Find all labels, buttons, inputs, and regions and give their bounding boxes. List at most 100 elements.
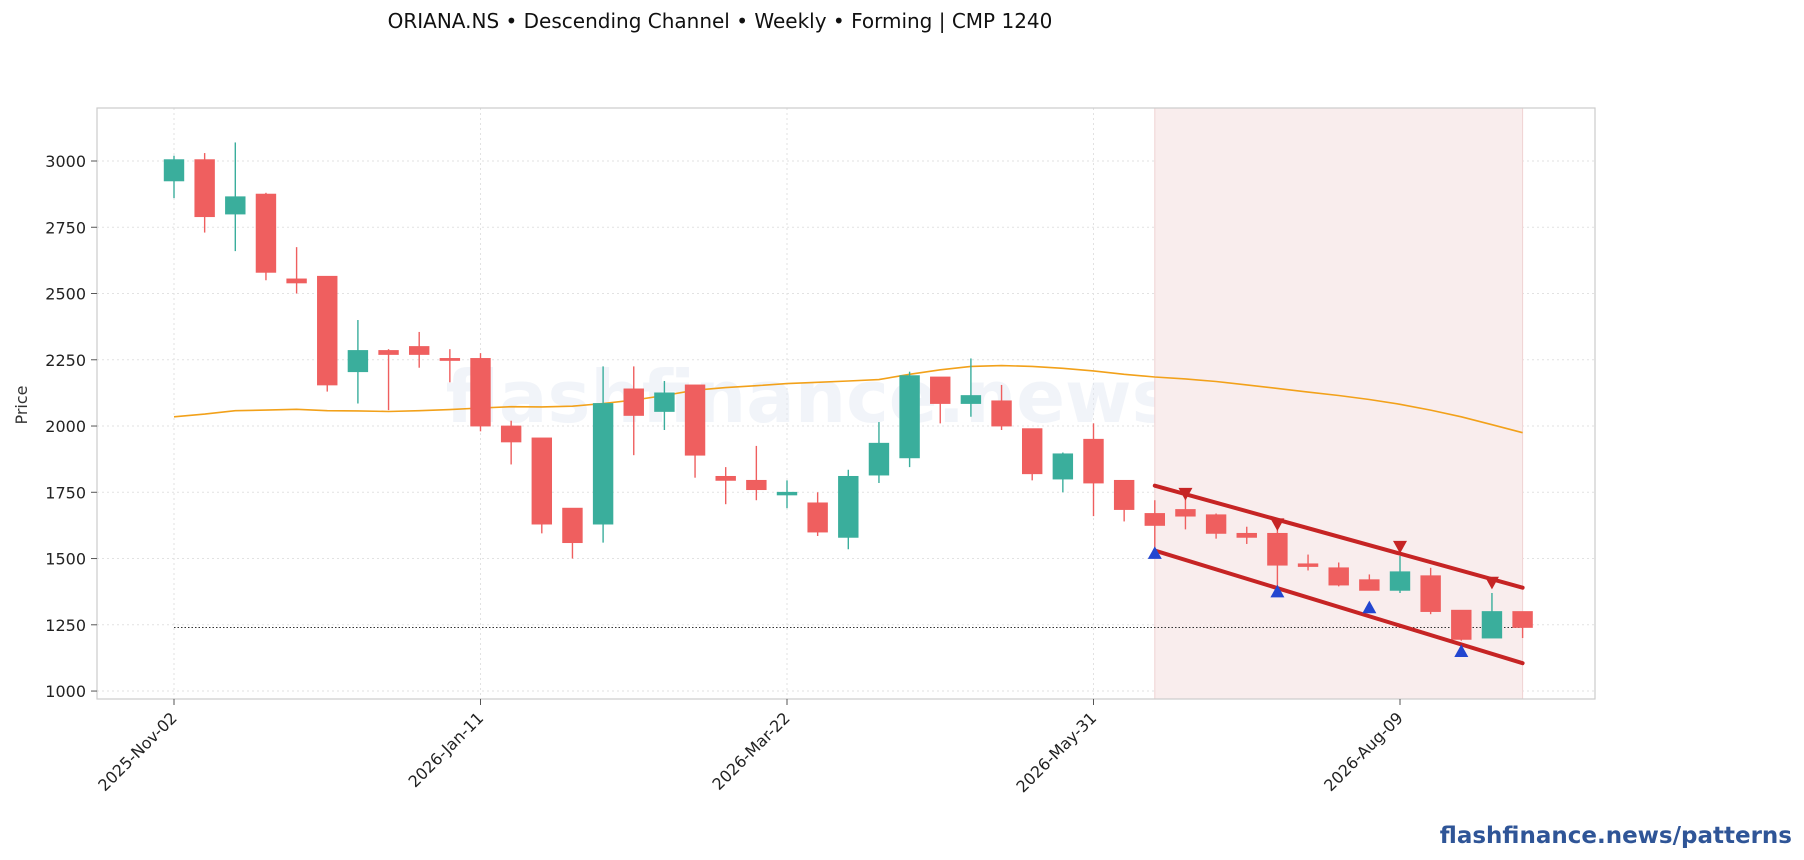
candle-down [500, 420, 522, 465]
candle-body [776, 491, 798, 496]
candle-body [960, 395, 982, 404]
pivot-markers-layer [1147, 487, 1499, 657]
candle-down [1328, 562, 1349, 587]
candle-down [1359, 574, 1380, 591]
candle-body [930, 376, 951, 404]
candle-down [1083, 423, 1104, 517]
candle-down [470, 353, 491, 432]
candle-body [868, 442, 890, 476]
pivot-high-marker [1270, 518, 1285, 532]
candle-body [654, 392, 675, 412]
candle-down [1297, 554, 1319, 571]
candle-up [776, 480, 798, 509]
candle-up [1052, 452, 1074, 493]
candle-down [286, 247, 307, 294]
candle-down [531, 437, 553, 534]
candle-up [899, 371, 920, 468]
candle-body [1297, 563, 1319, 567]
candle-body [1144, 513, 1166, 526]
candle-down [1113, 479, 1135, 522]
candle-body [470, 358, 491, 427]
candle-body [1359, 579, 1380, 591]
candle-body [255, 193, 277, 273]
candle-up [347, 320, 369, 404]
pivot-low-marker [1362, 600, 1377, 614]
candle-body [347, 350, 369, 373]
y-tick-label: 2000 [45, 417, 86, 436]
candle-body [1113, 479, 1135, 510]
candle-up [960, 358, 982, 417]
candle-down [1267, 526, 1288, 591]
candle-body [1451, 609, 1472, 640]
candle-body [562, 507, 583, 544]
candle-body [684, 384, 706, 456]
candle-up [1389, 555, 1411, 593]
candle-down [562, 507, 583, 559]
x-tick-label: 2025-Nov-02 [94, 708, 181, 795]
candle-body [1052, 453, 1074, 480]
y-tick-label: 2500 [45, 285, 86, 304]
candle-up [163, 155, 185, 199]
candle-body [286, 278, 307, 284]
candle-down [1205, 513, 1227, 539]
candle-up [838, 469, 859, 550]
x-tick-label: 2026-May-31 [1012, 708, 1100, 796]
candle-body [1205, 514, 1227, 534]
candle-up [654, 380, 675, 431]
channel-upper-line [1152, 483, 1525, 590]
footer-link[interactable]: flashfinance.news/patterns [1440, 823, 1792, 849]
chart-title: ORIANA.NS • Descending Channel • Weekly … [388, 9, 1053, 33]
pattern-highlight-layer [1154, 108, 1524, 699]
candle-down [378, 349, 399, 411]
candle-down [255, 192, 277, 281]
candle-body [1512, 611, 1533, 628]
candle-down [1420, 567, 1441, 615]
candle-down [746, 445, 767, 501]
y-tick-label: 2750 [45, 218, 86, 237]
pivot-low-marker [1454, 644, 1469, 657]
candle-down [684, 384, 706, 478]
candle-up [1481, 592, 1503, 639]
candle-down [1021, 428, 1043, 481]
candle-body [439, 358, 461, 361]
x-tick-label: 2026-Mar-22 [708, 708, 793, 793]
candle-body [1328, 567, 1349, 586]
candle-body [408, 346, 430, 355]
moving-average-line [173, 364, 1523, 434]
candle-body [623, 388, 644, 416]
candle-body [531, 437, 553, 525]
pivot-high-marker [1484, 576, 1499, 590]
candle-up [225, 142, 246, 252]
candle-down [408, 331, 430, 368]
candle-down [194, 153, 215, 233]
candle-body [807, 502, 828, 533]
y-tick-label: 1500 [45, 550, 86, 569]
candles-layer [163, 142, 1533, 641]
candle-body [1481, 611, 1503, 639]
candle-body [1021, 428, 1043, 475]
candle-body [163, 159, 185, 182]
candle-down [807, 492, 828, 537]
watermark: flashfinance.news [446, 355, 1175, 439]
x-tick-label: 2026-Jan-11 [404, 708, 487, 791]
candle-down [317, 275, 338, 392]
candle-body [746, 479, 767, 491]
candle-body [378, 350, 399, 355]
moving-average-layer [173, 364, 1523, 434]
candle-body [592, 403, 614, 525]
y-tick-label: 2250 [45, 351, 86, 370]
pivot-high-marker [1393, 540, 1407, 554]
y-tick-label: 1750 [45, 483, 86, 502]
y-axis-label: Price [12, 385, 31, 424]
candle-body [1083, 438, 1104, 484]
plot-frame [96, 107, 1596, 700]
candle-body [317, 275, 338, 386]
candle-down [991, 384, 1012, 431]
candle-body [899, 375, 920, 459]
candle-down [1451, 609, 1472, 641]
candle-body [1267, 532, 1288, 566]
candle-body [1175, 509, 1196, 517]
candle-body [500, 425, 522, 443]
candle-body [225, 196, 246, 215]
